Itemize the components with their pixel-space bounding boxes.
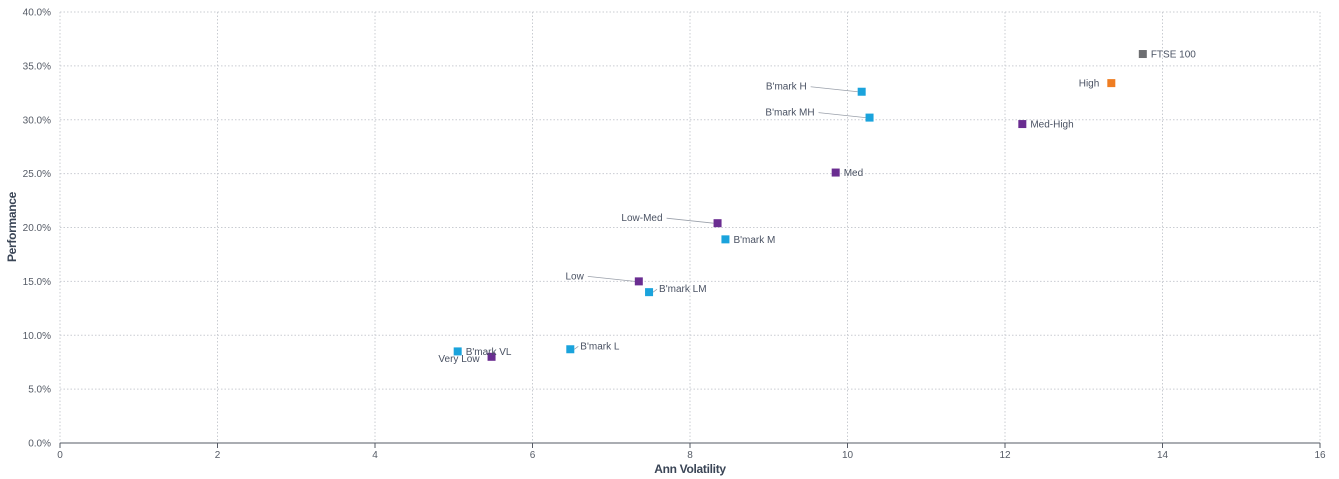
x-tick-label: 12 xyxy=(999,450,1011,461)
x-axis-title: Ann Volatility xyxy=(654,462,726,476)
x-tick-label: 2 xyxy=(215,450,221,461)
data-labels: FTSE 100 High B'mark H B'mark MH Med-High Med… xyxy=(438,50,1196,365)
point-label: Low-Med xyxy=(621,213,662,224)
point-label: Very Low xyxy=(438,354,480,365)
point-marker[interactable] xyxy=(857,87,866,96)
y-tick-label: 35.0% xyxy=(23,61,51,72)
label-leader-line xyxy=(587,275,635,282)
label-leader-line xyxy=(666,217,714,224)
y-tick-label: 25.0% xyxy=(23,169,51,180)
point-label: FTSE 100 xyxy=(1151,50,1196,61)
data-points xyxy=(453,50,1147,361)
point-marker[interactable] xyxy=(566,345,575,354)
leader-lines xyxy=(574,86,866,350)
x-tick-label: 8 xyxy=(687,450,693,461)
y-tick-label: 15.0% xyxy=(23,277,51,288)
y-tick-label: 40.0% xyxy=(23,8,51,19)
point-label: B'mark L xyxy=(580,341,620,352)
label-leader-line xyxy=(574,345,579,350)
y-tick-label: 5.0% xyxy=(28,385,51,396)
y-tick-label: 30.0% xyxy=(23,115,51,126)
point-label: Med xyxy=(844,168,863,179)
point-marker[interactable] xyxy=(1018,120,1027,129)
point-label: B'mark H xyxy=(766,82,807,93)
point-label: B'mark LM xyxy=(659,284,706,295)
x-tick-label: 0 xyxy=(57,450,63,461)
point-label: Low xyxy=(565,271,584,282)
y-tick-label: 0.0% xyxy=(28,439,51,450)
y-axis-title: Performance xyxy=(5,191,19,262)
point-marker[interactable] xyxy=(1107,79,1116,88)
point-marker[interactable] xyxy=(831,168,840,177)
x-tick-label: 10 xyxy=(842,450,854,461)
point-marker[interactable] xyxy=(1138,50,1147,59)
x-tick-label: 14 xyxy=(1157,450,1169,461)
point-marker[interactable] xyxy=(721,235,730,244)
label-leader-line xyxy=(810,86,858,93)
point-label: B'mark M xyxy=(733,235,775,246)
y-tick-label: 10.0% xyxy=(23,331,51,342)
point-marker[interactable] xyxy=(865,113,874,122)
point-marker[interactable] xyxy=(645,288,654,297)
x-tick-label: 6 xyxy=(530,450,536,461)
label-leader-line xyxy=(652,288,658,293)
point-marker[interactable] xyxy=(713,219,722,228)
point-label: B'mark MH xyxy=(765,108,814,119)
point-marker[interactable] xyxy=(453,347,462,356)
x-tick-label: 16 xyxy=(1314,450,1326,461)
point-label: B'mark VL xyxy=(466,347,512,358)
point-label: High xyxy=(1079,79,1100,90)
point-label: Med-High xyxy=(1030,120,1073,131)
y-tick-label: 20.0% xyxy=(23,223,51,234)
axes: 0 2 4 6 8 10 12 14 16 0.0% 5.0% 10.0% 15.0% 20.0% 25.0… xyxy=(23,8,1326,462)
point-marker[interactable] xyxy=(634,277,643,286)
x-tick-label: 4 xyxy=(372,450,378,461)
grid xyxy=(60,11,1321,443)
label-leader-line xyxy=(818,112,866,118)
point-marker[interactable] xyxy=(487,352,496,361)
